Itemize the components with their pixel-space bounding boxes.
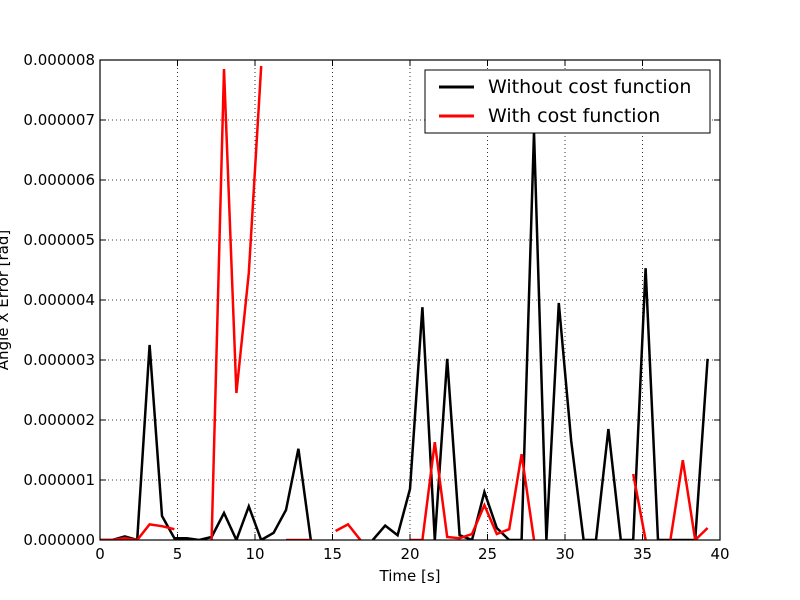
series-line-segment (371, 131, 709, 540)
x-tick-label: 10 (245, 545, 264, 563)
x-tick-label: 15 (323, 545, 342, 563)
y-tick-label: 0.000007 (23, 111, 95, 129)
axis-ticks: 0 5 10 15 20 25 30 35 40 0.000000 0.000001 0.000002… (23, 51, 729, 563)
series-line-segment (335, 522, 362, 540)
series-line-segment (631, 473, 647, 540)
y-tick-label: 0.000006 (23, 171, 95, 189)
x-axis-label: Time [s] (379, 567, 441, 585)
series-with-cost-function (100, 65, 709, 540)
x-tick-label: 25 (478, 545, 497, 563)
y-tick-label: 0.000008 (23, 51, 95, 69)
legend: Without cost function With cost function (424, 69, 711, 134)
y-tick-label: 0.000004 (23, 291, 95, 309)
y-tick-label: 0.000002 (23, 411, 95, 429)
legend-box (424, 69, 711, 134)
x-tick-label: 20 (400, 545, 419, 563)
y-tick-label: 0.000003 (23, 351, 95, 369)
y-tick-label: 0.000005 (23, 231, 95, 249)
x-tick-label: 5 (173, 545, 183, 563)
series-line-segment (100, 523, 175, 540)
series-line-segment (410, 442, 536, 540)
x-tick-label: 35 (633, 545, 652, 563)
series-line-segment (669, 460, 709, 540)
x-tick-label: 30 (555, 545, 574, 563)
y-tick-label: 0.000000 (23, 531, 95, 549)
legend-label-with-cost-function: With cost function (488, 105, 660, 127)
legend-label-without-cost-function: Without cost function (488, 76, 691, 98)
y-tick-label: 0.000001 (23, 471, 95, 489)
x-tick-label: 0 (95, 545, 105, 563)
series-line-segment (210, 65, 263, 540)
x-tick-label: 40 (710, 545, 729, 563)
y-axis-label: Angle X Error [rad] (0, 230, 12, 370)
